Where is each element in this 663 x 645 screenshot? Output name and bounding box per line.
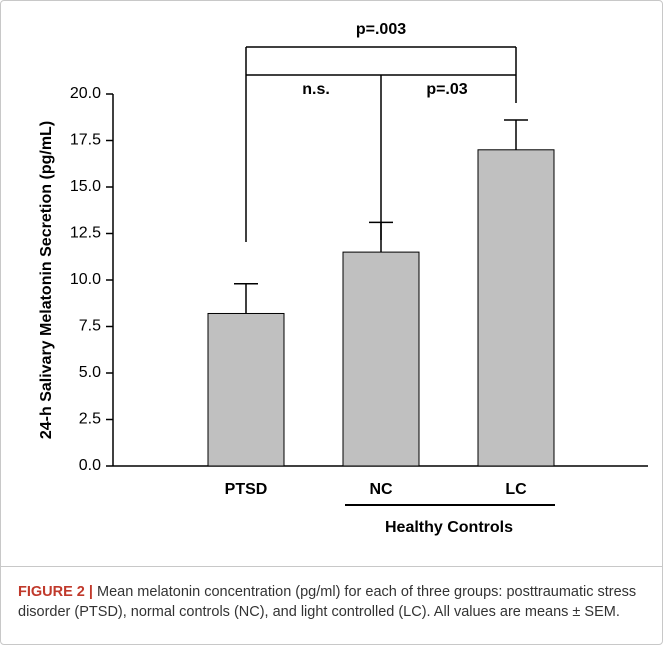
- bar: [342, 251, 420, 467]
- error-bar: [369, 221, 393, 253]
- bar: [477, 149, 555, 467]
- x-tick-label: LC: [505, 481, 527, 498]
- error-bar: [504, 119, 528, 150]
- y-tick-label: 0.0: [79, 457, 101, 474]
- caption: FIGURE 2 | Mean melatonin concentration …: [18, 582, 648, 622]
- error-bar: [234, 282, 258, 314]
- y-tick-label: 10.0: [70, 271, 101, 288]
- y-tick-label: 15.0: [70, 178, 101, 195]
- caption-text: Mean melatonin concentration (pg/ml) for…: [18, 584, 637, 620]
- x-tick-label: PTSD: [225, 481, 268, 498]
- bar: [207, 312, 285, 467]
- significance-brackets: [245, 46, 517, 242]
- annotation: p=.003: [356, 21, 406, 38]
- y-tick-label: 7.5: [79, 318, 101, 335]
- x-tick-label: NC: [369, 481, 393, 498]
- separator: [0, 566, 663, 567]
- y-tick-label: 12.5: [70, 225, 101, 242]
- chart: 24-h Salivary Melatonin Secretion (pg/mL…: [38, 21, 648, 536]
- y-tick-label: 17.5: [70, 132, 101, 149]
- y-tick-label: 20.0: [70, 85, 101, 102]
- annotation: n.s.: [302, 81, 330, 98]
- y-tick-label: 2.5: [79, 411, 101, 428]
- caption-label: FIGURE 2 |: [18, 584, 93, 600]
- group-label: Healthy Controls: [385, 519, 513, 536]
- y-axis-label: 24-h Salivary Melatonin Secretion (pg/mL…: [38, 121, 55, 439]
- annotation: p=.03: [426, 81, 467, 98]
- y-tick-label: 5.0: [79, 364, 101, 381]
